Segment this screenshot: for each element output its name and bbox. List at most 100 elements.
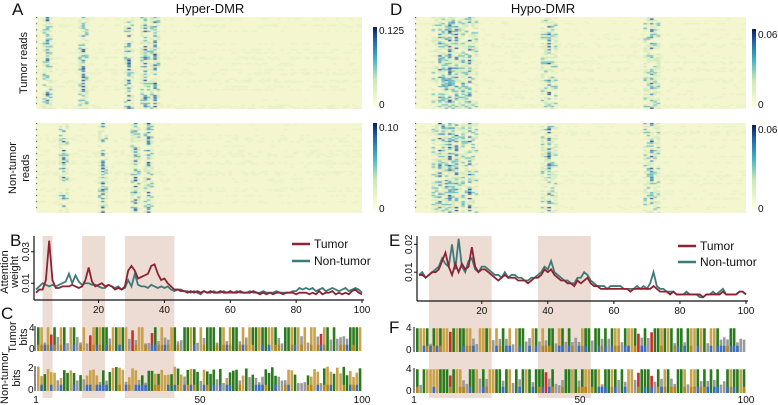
logo-letter-stack bbox=[449, 386, 452, 393]
logo-column bbox=[329, 371, 333, 391]
logo-letter-stack bbox=[468, 345, 472, 352]
logo-column bbox=[358, 327, 362, 351]
logo-column bbox=[693, 369, 696, 393]
logo-letter-stack bbox=[577, 345, 581, 352]
logo-column bbox=[196, 342, 199, 351]
logo-column bbox=[660, 378, 663, 393]
logo-column bbox=[571, 369, 574, 393]
y-tick-label: 0.01 bbox=[21, 273, 32, 293]
legend-b: Tumor Non-tumor bbox=[292, 237, 371, 268]
logo-column bbox=[251, 327, 255, 351]
logo-letter-stack bbox=[518, 386, 521, 393]
logo-column bbox=[228, 372, 232, 391]
x-tick-label: 80 bbox=[291, 305, 303, 316]
logo-column bbox=[607, 338, 611, 352]
attention-label-2: weight bbox=[9, 256, 21, 289]
logo-column bbox=[548, 378, 551, 393]
logo-letter-stack bbox=[118, 384, 121, 391]
logo-column bbox=[163, 337, 167, 351]
logo-letter-stack bbox=[59, 344, 63, 351]
logo-column bbox=[680, 369, 683, 393]
hyper-dmr-title: Hyper-DMR bbox=[176, 1, 245, 16]
logo-column bbox=[89, 335, 92, 351]
hypo-dmr-title: Hypo-DMR bbox=[511, 1, 575, 16]
logo-letter-stack bbox=[79, 344, 82, 351]
logo-column bbox=[452, 369, 455, 393]
logo-letter-stack bbox=[623, 386, 627, 393]
logo-column bbox=[297, 327, 300, 351]
logo-ymin: 0 bbox=[406, 345, 412, 356]
logo-letter-stack bbox=[729, 345, 733, 352]
logo-column bbox=[46, 327, 50, 351]
logo-column bbox=[202, 369, 206, 391]
colorbar-hyper-nontumor bbox=[373, 123, 377, 209]
logo-letter-stack bbox=[258, 384, 261, 391]
logo-column bbox=[313, 369, 316, 391]
logo-column bbox=[287, 369, 290, 391]
logo-xtick: 100 bbox=[738, 395, 755, 405]
logo-column bbox=[614, 369, 617, 393]
x-tick-label: 60 bbox=[225, 305, 237, 316]
series-line-tumor bbox=[35, 240, 363, 296]
logo-column bbox=[435, 328, 439, 352]
logo-letter-stack bbox=[561, 386, 564, 393]
logo-column bbox=[435, 369, 439, 393]
logo-column bbox=[306, 342, 310, 351]
logo-column bbox=[37, 327, 40, 351]
logo-column bbox=[462, 328, 465, 352]
logo-letter-stack bbox=[141, 384, 144, 391]
logo-column bbox=[271, 367, 274, 391]
logo-letter-stack bbox=[541, 345, 545, 352]
logo-column bbox=[69, 327, 73, 351]
logo-column bbox=[277, 338, 281, 351]
logo-letter-stack bbox=[683, 386, 686, 393]
logo-letter-stack bbox=[154, 384, 157, 391]
logo-column bbox=[425, 328, 429, 352]
logo-column bbox=[358, 368, 362, 391]
logo-column bbox=[196, 371, 199, 391]
logo-column bbox=[709, 369, 713, 393]
logo-column bbox=[147, 370, 151, 391]
logo-column bbox=[141, 327, 144, 351]
logo-column bbox=[709, 328, 713, 352]
logo-letter-stack bbox=[72, 344, 76, 351]
logo-column bbox=[297, 383, 300, 391]
logo-column bbox=[261, 376, 264, 391]
logo-column bbox=[660, 328, 663, 352]
logo-column bbox=[653, 381, 657, 393]
logo-letter-stack bbox=[435, 345, 439, 352]
logo-letter-stack bbox=[261, 344, 264, 351]
logo-letter-stack bbox=[118, 344, 121, 351]
logo-column bbox=[742, 369, 746, 393]
logo-letter-stack bbox=[264, 384, 268, 391]
logo-xtick: 100 bbox=[354, 395, 371, 405]
colorbar-hypo-tumor bbox=[752, 29, 756, 107]
logo-column bbox=[76, 380, 79, 391]
logo-column bbox=[248, 327, 251, 351]
logo-letter-stack bbox=[193, 344, 196, 351]
logo-column bbox=[541, 328, 545, 352]
logo-column bbox=[419, 328, 422, 352]
logo-letter-stack bbox=[416, 386, 419, 393]
logo-letter-stack bbox=[732, 345, 736, 352]
logo-letter-stack bbox=[706, 386, 710, 393]
logo-column bbox=[160, 369, 164, 391]
logo-column bbox=[59, 327, 63, 351]
logo-column bbox=[587, 369, 591, 393]
logo-column bbox=[689, 328, 693, 352]
logo-column bbox=[544, 372, 548, 393]
logo-column bbox=[491, 369, 495, 393]
logo-letter-stack bbox=[245, 344, 248, 351]
logo-letter-stack bbox=[567, 345, 571, 352]
logo-column bbox=[452, 328, 455, 352]
logo-column bbox=[604, 328, 607, 352]
logo-column bbox=[557, 328, 561, 352]
logo-column bbox=[206, 371, 209, 391]
logo-letter-stack bbox=[323, 344, 326, 351]
logo-column bbox=[567, 328, 571, 352]
logo-column bbox=[548, 328, 551, 352]
series-line-non-tumor bbox=[35, 270, 363, 296]
series-line-tumor bbox=[419, 246, 747, 299]
logo-column bbox=[627, 369, 630, 393]
logo-letter-stack bbox=[98, 384, 102, 391]
